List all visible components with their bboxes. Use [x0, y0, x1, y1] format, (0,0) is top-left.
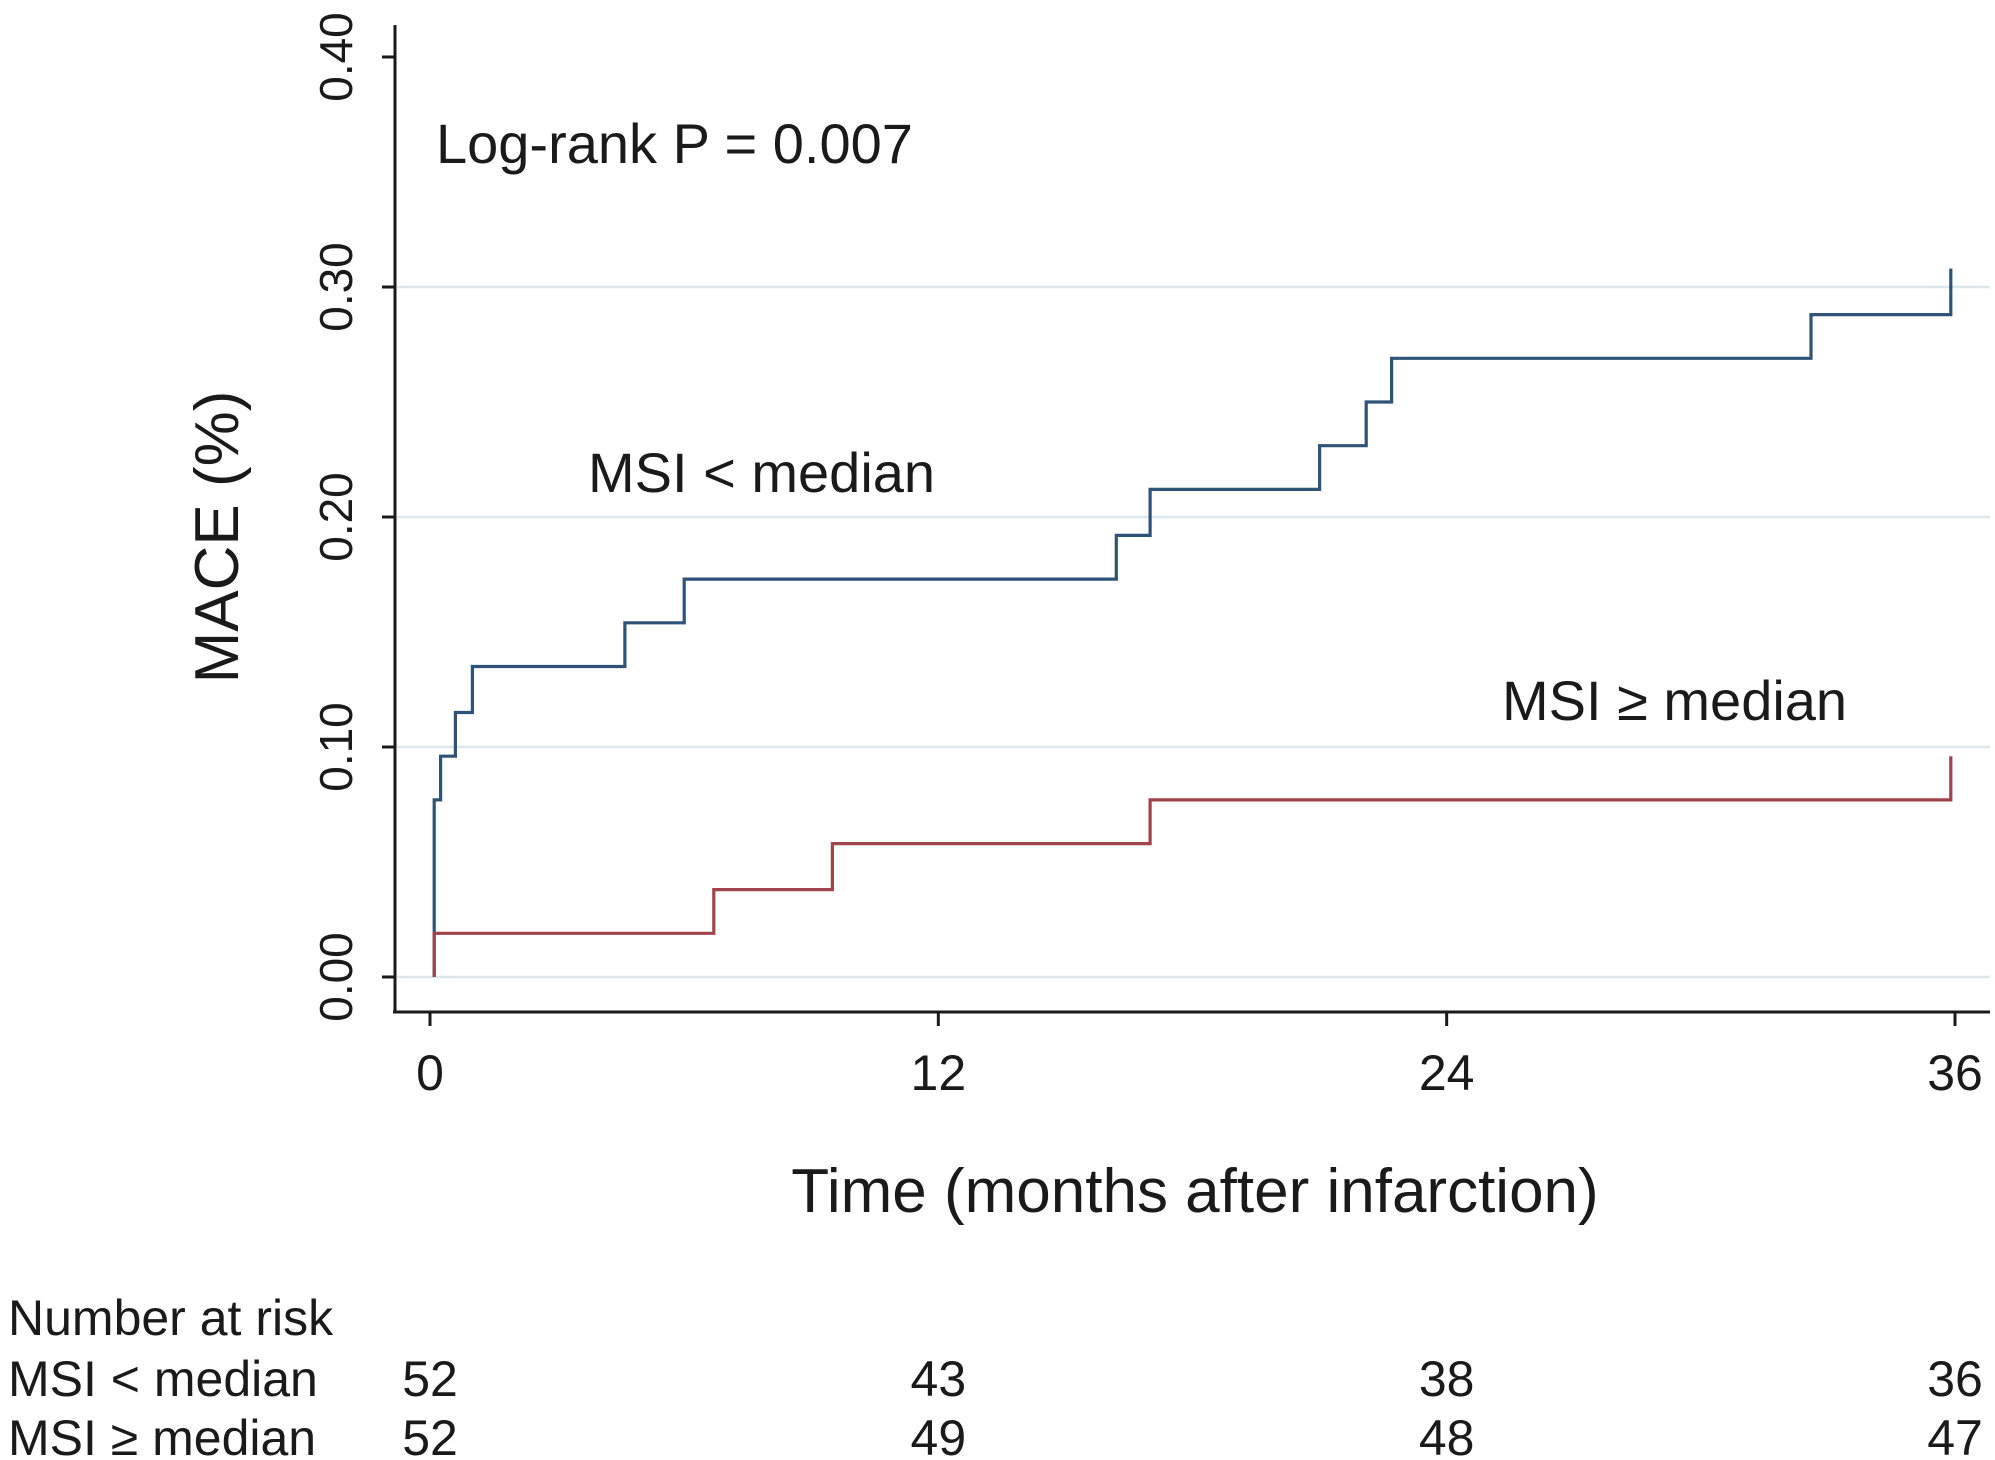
risk-cell: 52 [402, 1351, 458, 1407]
x-tick-label: 36 [1927, 1045, 1983, 1101]
risk-row-label: MSI ≥ median [8, 1410, 316, 1460]
risk-cell: 36 [1927, 1351, 1983, 1407]
grid-lines [397, 285, 1990, 979]
x-axis-title: Time (months after infarction) [791, 1157, 1598, 1226]
risk-cell: 52 [402, 1410, 458, 1460]
ticks: 0.00 0.10 0.20 0.30 0.40 0 12 24 36 [310, 12, 1983, 1101]
y-axis-title: MACE (%) [183, 391, 252, 684]
y-tick-label: 0.10 [310, 702, 362, 792]
x-tick-label: 12 [911, 1045, 967, 1101]
y-tick-label: 0.00 [310, 932, 362, 1022]
risk-cell: 43 [911, 1351, 967, 1407]
y-tick-label: 0.30 [310, 242, 362, 332]
risk-table-title: Number at risk [8, 1290, 334, 1346]
risk-cell: 38 [1419, 1351, 1475, 1407]
risk-cell: 47 [1927, 1410, 1983, 1460]
risk-table: Number at risk MSI < median MSI ≥ median… [8, 1290, 1983, 1460]
series-line-msi-above [432, 756, 1953, 977]
x-tick-label: 0 [416, 1045, 444, 1101]
risk-row-label: MSI < median [8, 1351, 318, 1407]
x-tick-label: 24 [1419, 1045, 1475, 1101]
series [432, 268, 1953, 977]
series-label-msi-below: MSI < median [588, 441, 935, 504]
series-label-msi-above: MSI ≥ median [1502, 669, 1847, 732]
y-tick-label: 0.20 [310, 472, 362, 562]
risk-cell: 48 [1419, 1410, 1475, 1460]
y-tick-label: 0.40 [310, 12, 362, 102]
risk-cell: 49 [911, 1410, 967, 1460]
series-line-msi-below [432, 268, 1953, 977]
logrank-annotation: Log-rank P = 0.007 [436, 112, 913, 175]
